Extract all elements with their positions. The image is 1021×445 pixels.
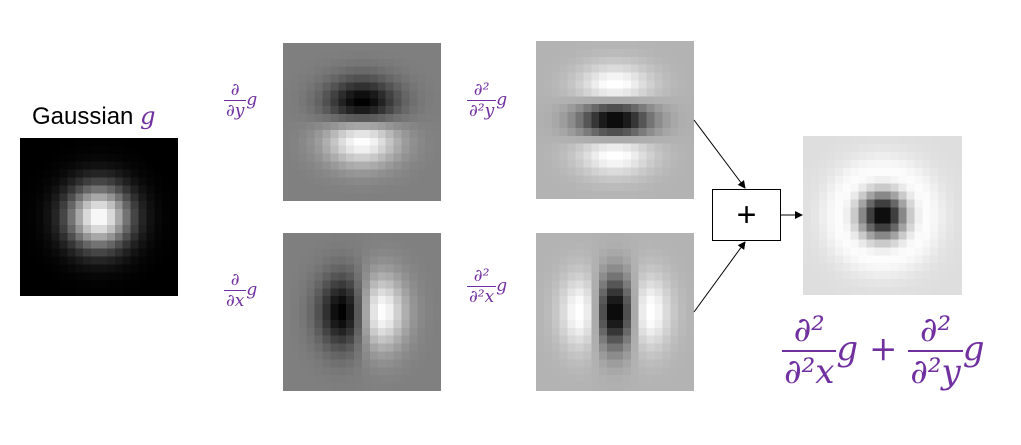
labels-d2x-fn: g bbox=[496, 276, 508, 296]
sum-operator-box: + bbox=[712, 189, 781, 241]
arrow-d2y-to-sum bbox=[693, 119, 746, 189]
labels-d2x-num: ∂² bbox=[473, 266, 490, 286]
gaussian-image bbox=[20, 138, 178, 296]
d2y-gaussian-image bbox=[536, 41, 694, 199]
title-text: Gaussian bbox=[32, 103, 134, 130]
labels-dx-den: ∂x bbox=[224, 290, 247, 311]
labels-d2y-num: ∂² bbox=[473, 80, 490, 100]
labels-d2x-den: ∂²x bbox=[467, 286, 497, 307]
plus-sign: + bbox=[736, 195, 757, 234]
dx-gaussian-image bbox=[283, 233, 441, 391]
gaussian-title: Gaussian g bbox=[32, 102, 155, 131]
label-d2y: ∂² ∂²y g bbox=[467, 80, 507, 121]
result_formula-t2_num: ∂² bbox=[919, 310, 952, 350]
result_formula-op: + bbox=[868, 329, 898, 369]
labels-dx-fn: g bbox=[246, 280, 258, 300]
d2x-gaussian-image bbox=[536, 233, 694, 391]
result_formula-t2_den: ∂²y bbox=[908, 350, 963, 392]
title-symbol: g bbox=[140, 102, 156, 130]
result_formula-t1_num: ∂² bbox=[793, 310, 825, 350]
dy-gaussian-image bbox=[283, 43, 441, 201]
labels-dx-num: ∂ bbox=[230, 270, 240, 290]
result_formula-t1_fn: g bbox=[836, 329, 859, 369]
labels-dy-den: ∂y bbox=[224, 100, 247, 121]
labels-d2y-den: ∂²y bbox=[467, 100, 497, 121]
labels-d2y-fn: g bbox=[496, 90, 508, 110]
laplacian-image bbox=[803, 136, 962, 295]
label-d2x: ∂² ∂²x g bbox=[467, 266, 507, 307]
labels-dy-num: ∂ bbox=[230, 80, 240, 100]
labels-dy-fn: g bbox=[246, 90, 258, 110]
label-dy: ∂ ∂y g bbox=[224, 80, 257, 121]
label-dx: ∂ ∂x g bbox=[224, 270, 257, 311]
result_formula-t1_den: ∂²x bbox=[782, 350, 837, 392]
arrow-d2x-to-sum bbox=[693, 241, 746, 313]
laplacian-formula: ∂² ∂²x g + ∂² ∂²y g bbox=[782, 310, 984, 392]
result_formula-t2_fn: g bbox=[962, 329, 985, 369]
